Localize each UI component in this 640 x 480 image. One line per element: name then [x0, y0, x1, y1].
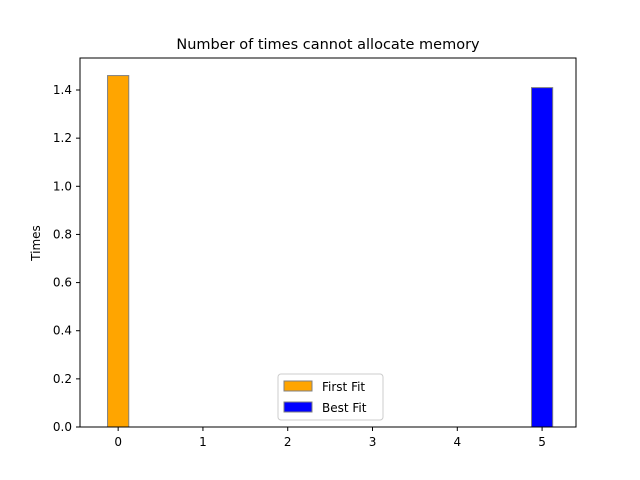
y-tick-label: 0.8	[53, 227, 72, 241]
y-tick-label: 0.2	[53, 372, 72, 386]
axes-group: 0 1 2 3 4 5 0.0 0.2 0.4 0.6 0.8 1.0 1.2 1.4	[53, 57, 577, 449]
x-tick-label: 1	[199, 435, 207, 449]
y-tick-label: 1.2	[53, 131, 72, 145]
y-tick-label: 0.6	[53, 276, 72, 290]
legend-swatch	[283, 380, 313, 392]
legend-swatch	[283, 401, 313, 413]
x-tick-label: 0	[114, 435, 122, 449]
x-tick-label: 3	[369, 435, 377, 449]
legend: First Fit Best Fit	[277, 373, 384, 421]
x-tick-label: 4	[453, 435, 461, 449]
chart-title: Number of times cannot allocate memory	[176, 37, 480, 53]
legend-label: Best Fit	[322, 401, 367, 415]
x-tick-label: 2	[284, 435, 292, 449]
bar-first-fit-0	[107, 75, 130, 428]
x-tick-label: 5	[538, 435, 546, 449]
y-tick-label: 0.4	[53, 324, 72, 338]
y-axis-label: Times	[29, 225, 43, 262]
y-tick-label: 1.0	[53, 179, 72, 193]
plot-frame	[79, 57, 577, 428]
y-tick-label: 0.0	[53, 420, 72, 434]
bar-best-fit-5	[530, 87, 554, 428]
legend-label: First Fit	[322, 380, 365, 394]
bars-group	[107, 75, 554, 428]
y-tick-label: 1.4	[53, 83, 72, 97]
